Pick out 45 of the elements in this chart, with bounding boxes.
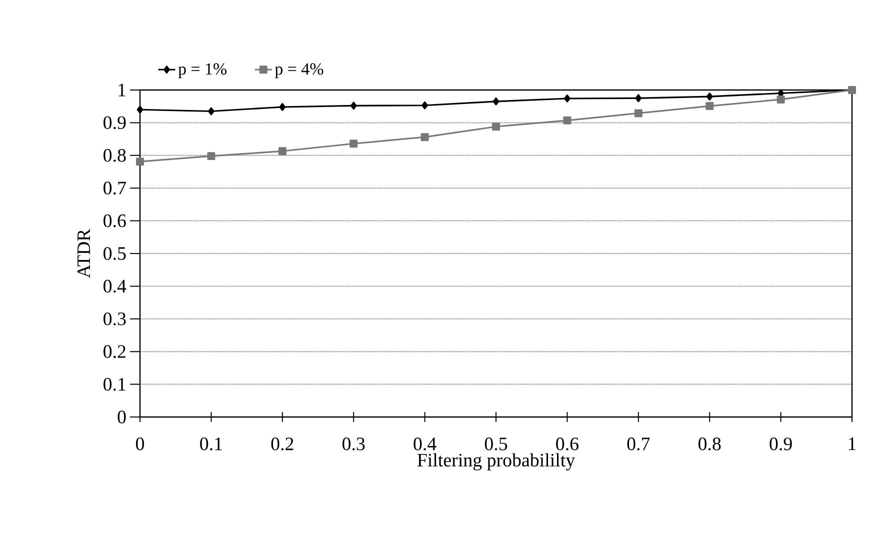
- y-tick-label: 1: [118, 84, 126, 96]
- legend-label: p = 1%: [178, 63, 226, 78]
- point: [776, 95, 785, 104]
- point: [706, 92, 713, 101]
- x-tick-label: 0.2: [271, 438, 294, 450]
- x-tick-label: 0.7: [627, 438, 650, 450]
- point: [136, 106, 144, 114]
- x-tick-label: 0.3: [342, 438, 365, 450]
- point: [279, 103, 286, 111]
- point: [492, 122, 500, 131]
- point: [634, 109, 642, 118]
- x-axis-title: Filtering probabililty: [417, 453, 576, 470]
- y-tick-label: 0.8: [104, 148, 126, 162]
- point: [563, 116, 572, 124]
- point: [350, 140, 358, 148]
- point: [136, 158, 144, 166]
- point: [706, 102, 714, 110]
- y-tick-label: 0: [118, 410, 126, 424]
- y-tick-label: 0.1: [104, 378, 126, 391]
- point: [422, 101, 428, 110]
- point: [635, 94, 642, 102]
- legend-label: p = 4%: [274, 63, 324, 78]
- x-tick-label: 0: [136, 438, 144, 450]
- y-tick-label: 0.6: [104, 214, 126, 228]
- x-tick-label: 0.9: [770, 438, 792, 450]
- y-axis-title: ATDR: [77, 228, 90, 278]
- point: [350, 102, 357, 110]
- point: [278, 147, 286, 156]
- x-tick-label: 0.4: [414, 438, 436, 450]
- y-tick-label: 0.4: [104, 280, 126, 293]
- y-tick-label: 0.3: [104, 312, 126, 326]
- y-tick-label: 0.7: [104, 182, 126, 195]
- x-tick-label: 1: [848, 438, 856, 450]
- point: [420, 133, 429, 142]
- y-tick-label: 0.2: [104, 345, 126, 358]
- x-tick-label: 0.6: [556, 438, 578, 450]
- x-tick-label: 0.1: [200, 438, 222, 450]
- y-tick-label: 0.5: [104, 247, 126, 260]
- point: [564, 94, 570, 102]
- point: [492, 97, 500, 106]
- x-tick-label: 0.8: [698, 438, 721, 450]
- point: [208, 107, 214, 116]
- x-tick-label: 0.5: [484, 438, 508, 450]
- point: [207, 152, 216, 160]
- y-tick-label: 0.9: [104, 116, 126, 130]
